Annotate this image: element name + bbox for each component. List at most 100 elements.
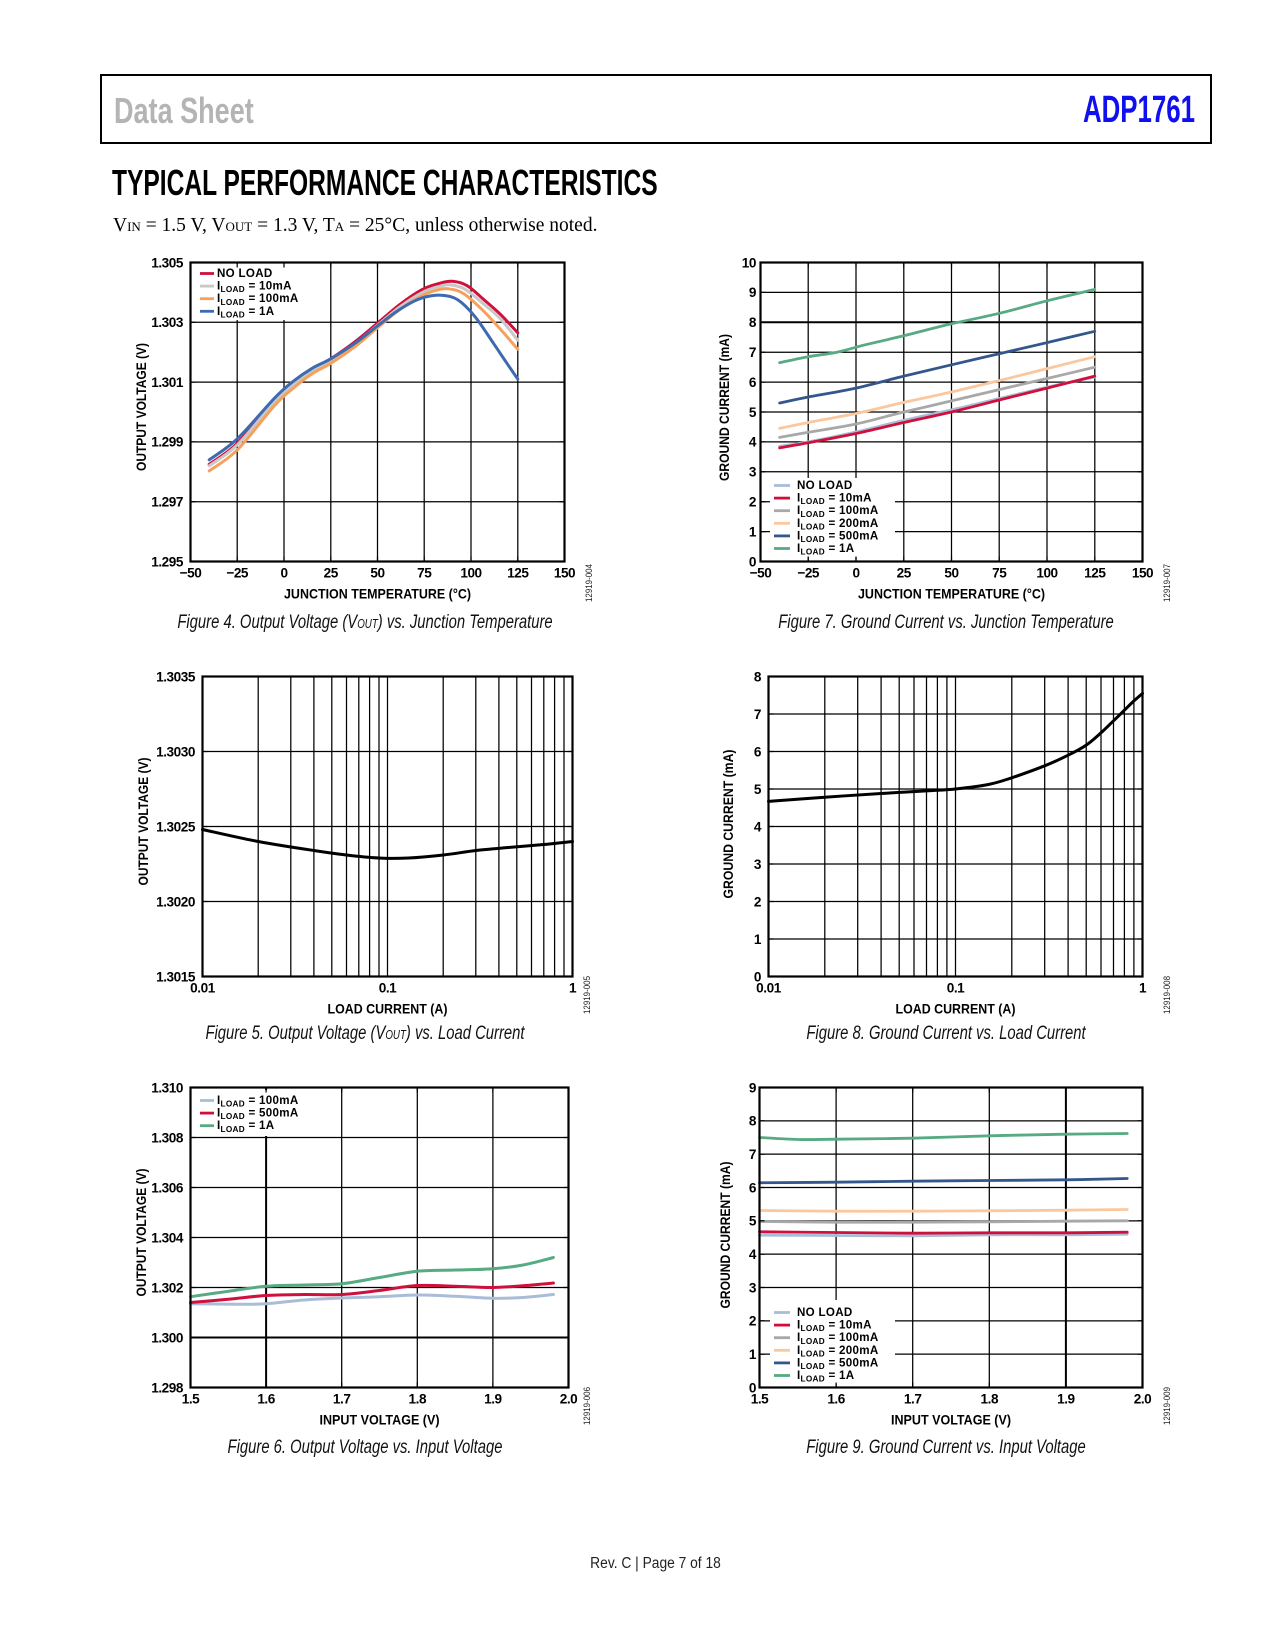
svg-text:150: 150 [554, 566, 575, 581]
svg-text:1.7: 1.7 [904, 1392, 922, 1407]
svg-text:GROUND CURRENT (mA): GROUND CURRENT (mA) [718, 1162, 733, 1309]
svg-text:0: 0 [280, 566, 287, 581]
svg-text:12919-007: 12919-007 [1162, 564, 1173, 602]
svg-text:1.6: 1.6 [257, 1392, 275, 1407]
svg-text:0: 0 [749, 554, 756, 569]
svg-text:INPUT VOLTAGE (V): INPUT VOLTAGE (V) [320, 1413, 440, 1428]
svg-text:GROUND CURRENT (mA): GROUND CURRENT (mA) [721, 750, 736, 899]
svg-text:LOAD CURRENT (A): LOAD CURRENT (A) [328, 1002, 448, 1017]
svg-text:1.305: 1.305 [151, 255, 184, 270]
svg-text:125: 125 [507, 566, 529, 581]
svg-text:6: 6 [749, 1180, 757, 1195]
svg-text:12919-009: 12919-009 [1162, 1387, 1173, 1425]
svg-text:−25: −25 [797, 566, 820, 581]
svg-text:7: 7 [754, 707, 761, 722]
svg-text:75: 75 [992, 566, 1007, 581]
svg-text:2.0: 2.0 [1134, 1392, 1152, 1407]
svg-text:8: 8 [749, 1114, 757, 1129]
svg-text:1.299: 1.299 [151, 435, 184, 450]
svg-text:0: 0 [852, 566, 859, 581]
svg-text:100: 100 [1036, 566, 1057, 581]
svg-text:50: 50 [370, 566, 384, 581]
svg-text:JUNCTION TEMPERATURE (°C): JUNCTION TEMPERATURE (°C) [858, 587, 1045, 602]
svg-text:7: 7 [749, 345, 756, 360]
svg-text:100: 100 [460, 566, 481, 581]
svg-text:2: 2 [754, 894, 762, 909]
svg-text:1.303: 1.303 [151, 315, 184, 330]
svg-text:0: 0 [754, 969, 761, 984]
svg-text:1.9: 1.9 [484, 1392, 502, 1407]
svg-text:12919-008: 12919-008 [1162, 976, 1173, 1014]
svg-text:1.8: 1.8 [981, 1392, 999, 1407]
svg-text:8: 8 [749, 315, 757, 330]
svg-text:GROUND CURRENT (mA): GROUND CURRENT (mA) [717, 334, 732, 481]
svg-text:0: 0 [749, 1380, 756, 1395]
svg-text:4: 4 [749, 435, 757, 450]
svg-text:2.0: 2.0 [560, 1392, 578, 1407]
svg-text:1.9: 1.9 [1057, 1392, 1075, 1407]
svg-text:5: 5 [749, 1214, 757, 1229]
svg-text:4: 4 [749, 1247, 757, 1262]
svg-text:1.3020: 1.3020 [156, 894, 195, 909]
svg-text:OUTPUT VOLTAGE (V): OUTPUT VOLTAGE (V) [136, 758, 151, 886]
svg-text:1.298: 1.298 [151, 1380, 184, 1395]
svg-text:3: 3 [754, 857, 762, 872]
svg-text:1.300: 1.300 [151, 1330, 183, 1345]
svg-text:2: 2 [749, 1314, 757, 1329]
svg-text:1.297: 1.297 [151, 495, 183, 510]
svg-text:3: 3 [749, 1280, 757, 1295]
svg-text:1.3030: 1.3030 [156, 744, 195, 759]
svg-text:1: 1 [749, 524, 757, 539]
svg-text:1: 1 [1139, 981, 1147, 996]
svg-text:6: 6 [754, 744, 762, 759]
svg-text:125: 125 [1084, 566, 1106, 581]
svg-text:1.5: 1.5 [182, 1392, 200, 1407]
svg-text:2: 2 [749, 495, 757, 510]
svg-text:ILOAD = 1A: ILOAD = 1A [797, 1369, 855, 1384]
svg-text:1.302: 1.302 [151, 1280, 184, 1295]
svg-text:1.5: 1.5 [751, 1392, 769, 1407]
svg-text:OUTPUT VOLTAGE (V): OUTPUT VOLTAGE (V) [134, 1169, 149, 1297]
svg-text:1.308: 1.308 [151, 1130, 184, 1145]
svg-text:0.01: 0.01 [756, 981, 782, 996]
svg-text:−50: −50 [180, 566, 202, 581]
svg-text:12919-005: 12919-005 [582, 976, 593, 1014]
svg-text:ILOAD = 1A: ILOAD = 1A [217, 305, 275, 320]
svg-text:12919-006: 12919-006 [582, 1387, 593, 1425]
svg-text:25: 25 [897, 566, 912, 581]
svg-text:OUTPUT VOLTAGE (V): OUTPUT VOLTAGE (V) [134, 343, 149, 471]
svg-text:NO LOAD: NO LOAD [797, 1306, 853, 1319]
svg-text:50: 50 [944, 566, 958, 581]
svg-text:1.8: 1.8 [409, 1392, 427, 1407]
svg-text:NO LOAD: NO LOAD [797, 479, 853, 492]
svg-text:1.304: 1.304 [151, 1230, 184, 1245]
svg-text:1: 1 [569, 981, 577, 996]
svg-text:8: 8 [754, 669, 762, 684]
svg-text:150: 150 [1132, 566, 1153, 581]
svg-text:9: 9 [749, 1080, 757, 1095]
svg-text:0.1: 0.1 [947, 981, 965, 996]
svg-text:9: 9 [749, 285, 757, 300]
svg-text:NO LOAD: NO LOAD [217, 267, 273, 280]
svg-text:ILOAD = 500mA: ILOAD = 500mA [797, 529, 879, 544]
svg-text:1.7: 1.7 [333, 1392, 351, 1407]
svg-text:25: 25 [324, 566, 339, 581]
svg-text:10: 10 [742, 255, 756, 270]
svg-text:1.306: 1.306 [151, 1180, 184, 1195]
svg-text:3: 3 [749, 465, 757, 480]
svg-text:−25: −25 [226, 566, 249, 581]
svg-text:1.3015: 1.3015 [156, 969, 196, 984]
svg-text:1: 1 [749, 1347, 757, 1362]
svg-text:1.3035: 1.3035 [156, 669, 196, 684]
svg-text:1.295: 1.295 [151, 554, 184, 569]
svg-text:INPUT VOLTAGE (V): INPUT VOLTAGE (V) [891, 1413, 1011, 1428]
svg-text:0.1: 0.1 [379, 981, 397, 996]
svg-text:0.01: 0.01 [190, 981, 216, 996]
svg-text:5: 5 [754, 782, 762, 797]
svg-text:1: 1 [754, 932, 762, 947]
svg-text:1.3025: 1.3025 [156, 819, 196, 834]
svg-text:5: 5 [749, 405, 757, 420]
svg-text:4: 4 [754, 819, 762, 834]
svg-text:LOAD CURRENT (A): LOAD CURRENT (A) [896, 1002, 1016, 1017]
svg-text:6: 6 [749, 375, 757, 390]
